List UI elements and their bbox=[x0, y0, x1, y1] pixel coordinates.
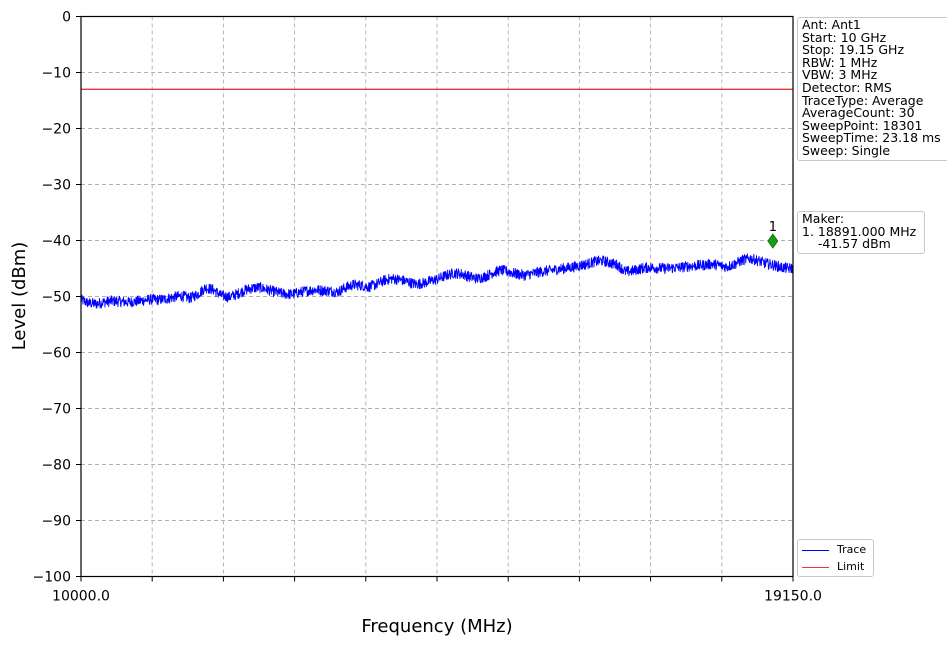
x-axis-label: Frequency (MHz) bbox=[361, 616, 512, 637]
legend-trace-swatch bbox=[802, 549, 829, 551]
marker-readout-line: Maker: bbox=[802, 211, 845, 226]
marker-readout-line: 1. 18891.000 MHz bbox=[802, 223, 917, 239]
legend-limit-label: Limit bbox=[837, 559, 865, 573]
settings-line: Detector: RMS bbox=[802, 79, 892, 95]
y-tick-label: −80 bbox=[41, 458, 71, 474]
settings-line: Ant: Ant1 bbox=[802, 17, 861, 32]
y-tick-label: −10 bbox=[41, 66, 71, 82]
y-tick-label: −30 bbox=[41, 178, 71, 194]
settings-line: TraceType: Average bbox=[802, 92, 924, 108]
ticks: 0 −10 −20 −30 −40 −50 −60 −70 −80 −90 −100 10000.0 1… bbox=[33, 10, 822, 605]
sweep-settings-box: Ant: Ant1 Start: 10 GHz Stop: 19.15 GHz RBW… bbox=[797, 17, 947, 161]
legend-item-trace: Trace bbox=[802, 543, 866, 557]
marker-diamond-icon bbox=[767, 233, 779, 249]
y-tick-label: −90 bbox=[41, 514, 71, 530]
marker-readout-line: -41.57 dBm bbox=[802, 236, 891, 252]
settings-line: AverageCount: 30 bbox=[802, 105, 915, 121]
settings-line: RBW: 1 MHz bbox=[802, 54, 878, 70]
data-layer: 1 bbox=[80, 88, 794, 309]
y-tick-label: −70 bbox=[41, 402, 71, 418]
settings-line: SweepPoint: 18301 bbox=[802, 117, 923, 133]
y-tick-label: −50 bbox=[41, 290, 71, 306]
marker-label: 1 bbox=[769, 220, 777, 235]
trace-line bbox=[80, 253, 794, 309]
y-axis-label: Level (dBm) bbox=[9, 242, 30, 351]
settings-line: Sweep: Single bbox=[802, 142, 891, 158]
legend-trace-label: Trace bbox=[837, 542, 867, 556]
y-tick-label: 0 bbox=[62, 10, 71, 26]
x-tick-label: 19150.0 bbox=[764, 589, 822, 605]
y-tick-label: −100 bbox=[33, 570, 71, 586]
settings-line: Start: 10 GHz bbox=[802, 29, 887, 45]
y-tick-label: −40 bbox=[41, 234, 71, 250]
legend: Trace Limit bbox=[797, 539, 874, 577]
marker-readout-box: Maker: 1. 18891.000 MHz -41.57 dBm bbox=[797, 211, 925, 254]
y-tick-label: −20 bbox=[41, 122, 71, 138]
settings-line: Stop: 19.15 GHz bbox=[802, 42, 905, 58]
x-tick-label: 10000.0 bbox=[52, 589, 110, 605]
y-tick-label: −60 bbox=[41, 346, 71, 362]
legend-item-limit: Limit bbox=[802, 560, 864, 574]
settings-line: SweepTime: 23.18 ms bbox=[802, 130, 941, 146]
legend-limit-swatch bbox=[802, 566, 829, 568]
settings-line: VBW: 3 MHz bbox=[802, 67, 878, 83]
